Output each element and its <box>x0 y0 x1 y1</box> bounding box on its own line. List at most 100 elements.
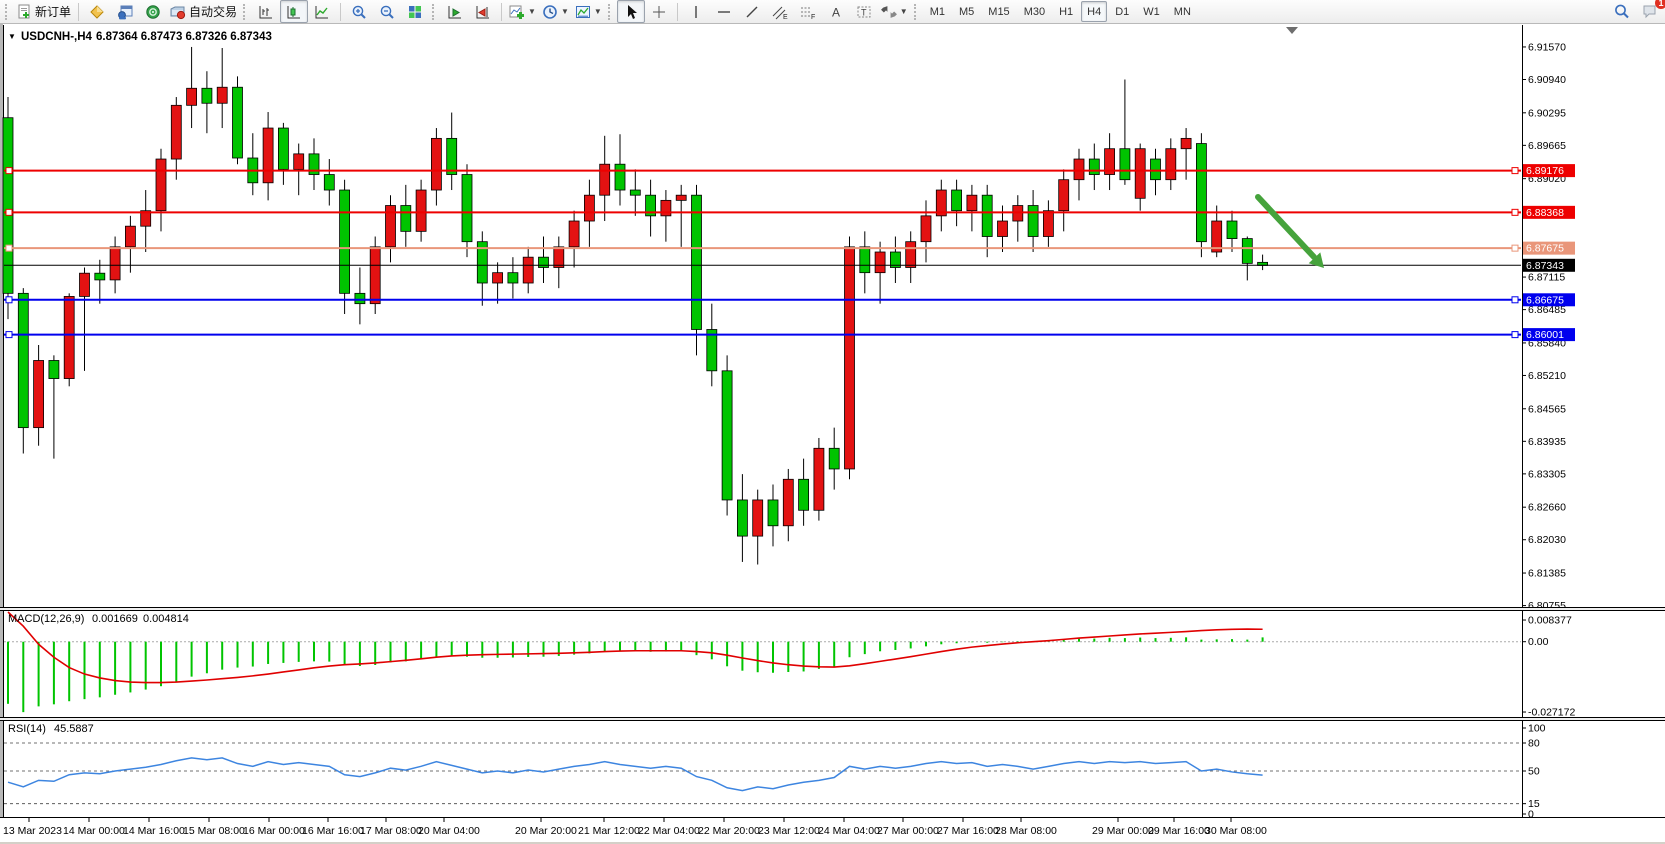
zoom-in-button[interactable] <box>345 0 373 23</box>
indicators-button[interactable]: ▼ <box>506 0 539 23</box>
text-icon: A <box>832 5 840 19</box>
arrows-button[interactable]: ▼ <box>878 0 911 23</box>
price-tick-label: 6.83305 <box>1528 468 1566 480</box>
text-label-button[interactable]: T <box>850 0 878 23</box>
candle-body <box>522 256 534 284</box>
auto-trading-button[interactable]: 自动交易 <box>167 0 240 23</box>
search-icon <box>1614 4 1629 19</box>
candle-body <box>874 251 886 274</box>
timeframe-H4[interactable]: H4 <box>1081 1 1108 22</box>
toolbar-grip[interactable] <box>5 3 11 20</box>
candle-body <box>155 158 167 212</box>
timeframe-W1[interactable]: W1 <box>1143 5 1160 18</box>
toolbar-grip[interactable] <box>243 3 249 20</box>
candle-body <box>599 163 611 196</box>
candlestick-chart-button[interactable] <box>280 0 309 23</box>
candlestick-chart-icon <box>287 5 301 18</box>
timeframe-M5[interactable]: M5 <box>959 5 975 18</box>
price-badge <box>1523 258 1575 272</box>
candle-body <box>476 241 488 284</box>
chart-shift-marker[interactable] <box>1286 27 1298 34</box>
trend-arrow-annotation[interactable] <box>1255 194 1317 260</box>
candle-body <box>430 137 442 191</box>
candle-body <box>981 194 993 237</box>
candle-body <box>446 137 458 175</box>
chart-shift-button[interactable] <box>469 0 497 23</box>
candle-body <box>966 194 978 212</box>
trendline-button[interactable] <box>738 0 766 23</box>
candle-body <box>1119 148 1131 181</box>
line-handle-right[interactable] <box>1511 296 1519 304</box>
line-handle-left[interactable] <box>5 208 13 216</box>
line-handle-left[interactable] <box>5 167 13 175</box>
candle-body <box>1226 220 1238 239</box>
timeframe-H1[interactable]: H1 <box>1059 5 1074 18</box>
price-tick-label: 6.85210 <box>1528 370 1566 382</box>
timeframe-D1[interactable]: D1 <box>1115 5 1130 18</box>
fibonacci-button[interactable]: F <box>794 0 822 23</box>
separator <box>501 2 503 21</box>
auto-scroll-button[interactable] <box>441 0 469 23</box>
candle-body <box>125 225 136 248</box>
text-button[interactable]: A <box>822 0 850 23</box>
candle-body <box>568 220 580 248</box>
cursor-icon <box>627 4 637 19</box>
line-handle-right[interactable] <box>1511 331 1519 339</box>
line-handle-left[interactable] <box>5 331 13 339</box>
chart-dropdown-icon[interactable]: ▼ <box>8 32 16 41</box>
periods-button[interactable]: ▼ <box>539 0 572 23</box>
toolbar-grip[interactable] <box>607 3 614 20</box>
template-button[interactable]: ▼ <box>572 0 605 23</box>
price-badge <box>1523 164 1575 178</box>
panel-splitter[interactable] <box>0 718 1665 720</box>
cursor-button[interactable] <box>616 0 645 23</box>
horizontal-line-button[interactable] <box>710 0 738 23</box>
chart-canvas[interactable]: 6.915706.909406.902956.896656.890206.871… <box>0 24 1665 844</box>
candle-body <box>660 199 672 217</box>
chart-background <box>0 24 1665 844</box>
candle-body <box>339 189 351 294</box>
data-window-button[interactable] <box>111 0 139 23</box>
horizontal-line-icon <box>717 10 730 13</box>
search-button[interactable] <box>1607 0 1635 23</box>
bar-chart-button[interactable] <box>252 0 280 23</box>
line-handle-right[interactable] <box>1511 208 1519 216</box>
rsi-axis-label: 50 <box>1528 766 1540 778</box>
time-axis-label: 21 Mar 12:00 <box>578 825 640 837</box>
navigator-button[interactable] <box>139 0 167 23</box>
equidistant-channel-button[interactable]: E <box>766 0 794 23</box>
toolbar-grip[interactable] <box>913 3 920 20</box>
candle-body <box>1241 238 1253 264</box>
toolbar-grip[interactable] <box>432 3 438 20</box>
timeframe-M15[interactable]: M15 <box>988 5 1010 18</box>
line-handle-left[interactable] <box>5 296 13 304</box>
crosshair-button[interactable] <box>645 0 673 23</box>
time-axis-label: 22 Mar 20:00 <box>698 825 760 837</box>
market-watch-button[interactable] <box>83 0 111 23</box>
candle-body <box>79 272 90 297</box>
panel-splitter[interactable] <box>0 608 1665 610</box>
price-tick-label: 6.90295 <box>1528 107 1566 119</box>
new-order-button[interactable]: 新订单 <box>14 0 74 23</box>
timeframe-M30[interactable]: M30 <box>1023 5 1046 18</box>
notifications-button[interactable]: 1 <box>1635 0 1665 23</box>
line-handle-left[interactable] <box>5 244 13 252</box>
rsi-line <box>7 757 1263 792</box>
candle-body <box>782 478 794 527</box>
line-chart-button[interactable] <box>308 0 336 23</box>
rsi-axis-label: 15 <box>1528 798 1540 810</box>
line-handle-right[interactable] <box>1511 167 1519 175</box>
tile-windows-button[interactable] <box>401 0 429 23</box>
line-handle-right[interactable] <box>1511 244 1519 252</box>
candle-body <box>614 163 626 191</box>
zoom-out-button[interactable] <box>373 0 401 23</box>
candle-body <box>553 246 565 268</box>
time-axis-label: 14 Mar 00:00 <box>63 825 125 837</box>
chart-title-quotes: 6.87364 6.87473 6.87326 6.87343 <box>96 31 272 43</box>
timeframe-MN[interactable]: MN <box>1173 5 1191 18</box>
navigator-icon <box>146 4 160 19</box>
vertical-line-button[interactable] <box>682 0 710 23</box>
rsi-axis-label: 80 <box>1528 738 1540 750</box>
chevron-down-icon: ▼ <box>593 6 602 16</box>
timeframe-M1[interactable]: M1 <box>929 5 945 18</box>
